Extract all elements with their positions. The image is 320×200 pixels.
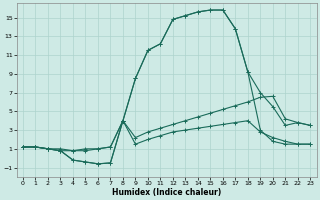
X-axis label: Humidex (Indice chaleur): Humidex (Indice chaleur) <box>112 188 221 197</box>
